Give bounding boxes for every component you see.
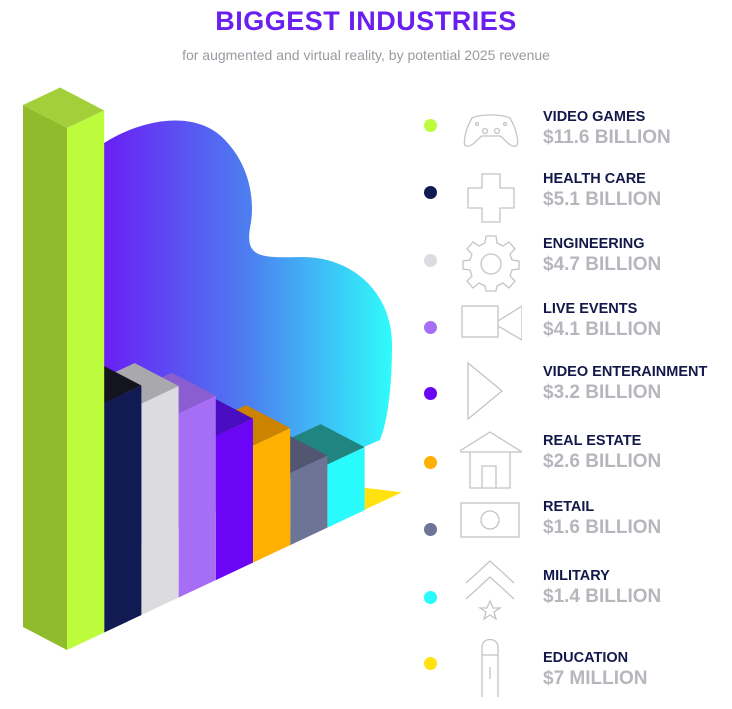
legend-value: $7 MILLION — [543, 668, 648, 689]
legend-label: LIVE EVENTS — [543, 301, 638, 317]
legend-value: $4.7 BILLION — [543, 254, 662, 275]
bar-front — [141, 386, 179, 616]
bar-top — [23, 87, 105, 128]
gamepad-icon — [460, 100, 522, 162]
legend-dot — [424, 387, 437, 400]
legend-label: HEALTH CARE — [543, 171, 646, 187]
bar-front — [290, 455, 328, 546]
bar-military — [283, 424, 365, 528]
legend-label: RETAIL — [543, 499, 595, 515]
chart-subtitle: for augmented and virtual reality, by po… — [182, 47, 550, 63]
bar-front — [215, 418, 253, 581]
bar-front — [253, 428, 291, 563]
legend-label: MILITARY — [543, 568, 610, 584]
banknote-icon — [460, 496, 522, 558]
legend-dot — [424, 657, 437, 670]
military-rank-icon — [460, 559, 522, 621]
legend-dot — [424, 254, 437, 267]
legend-value: $1.6 BILLION — [543, 517, 662, 538]
legend-item-engineering: ENGINEERING $4.7 BILLION — [420, 235, 732, 295]
legend-label: VIDEO GAMES — [543, 109, 646, 125]
chart-title: BIGGEST INDUSTRIES — [215, 6, 517, 36]
bar-front — [178, 395, 216, 598]
legend-value: $4.1 BILLION — [543, 319, 662, 340]
legend-item-health-care: HEALTH CARE $5.1 BILLION — [420, 170, 732, 230]
legend-dot — [424, 119, 437, 132]
bar-front — [327, 447, 365, 528]
bar-side — [23, 105, 67, 650]
legend-value: $1.4 BILLION — [543, 586, 662, 607]
pencil-icon — [460, 635, 522, 705]
bar-top — [283, 424, 365, 465]
gear-icon — [460, 231, 522, 293]
legend-label: ENGINEERING — [543, 236, 645, 252]
legend-label: REAL ESTATE — [543, 433, 642, 449]
legend-item-real-estate: REAL ESTATE $2.6 BILLION — [420, 431, 732, 492]
legend-item-military: MILITARY $1.4 BILLION — [420, 560, 732, 627]
legend-dot — [424, 321, 437, 334]
legend-label: VIDEO ENTERAINMENT — [543, 364, 708, 380]
legend-value: $3.2 BILLION — [543, 382, 662, 403]
bar-top — [364, 487, 402, 510]
legend-value: $2.6 BILLION — [543, 451, 662, 472]
legend-dot — [424, 591, 437, 604]
legend-item-retail: RETAIL $1.6 BILLION — [420, 498, 732, 558]
legend-dot — [424, 456, 437, 469]
bar-education — [364, 487, 402, 510]
legend-item-education: EDUCATION $7 MILLION — [420, 638, 732, 709]
house-icon — [455, 428, 525, 490]
bar-front — [104, 385, 142, 633]
legend-item-live-events: LIVE EVENTS $4.1 BILLION — [420, 300, 732, 360]
video-camera-icon — [460, 296, 523, 358]
legend-label: EDUCATION — [543, 650, 629, 666]
isometric-bar-chart — [23, 87, 402, 651]
legend-dot — [424, 523, 437, 536]
legend-item-video-entertainment: VIDEO ENTERAINMENT $3.2 BILLION — [420, 360, 732, 423]
legend-value: $11.6 BILLION — [543, 127, 671, 148]
bar-front — [67, 110, 105, 651]
play-icon — [460, 360, 522, 422]
medical-cross-icon — [460, 168, 522, 230]
legend-item-video-games: VIDEO GAMES $11.6 BILLION — [420, 108, 732, 168]
legend-value: $5.1 BILLION — [543, 189, 662, 210]
bar-video-games — [23, 87, 105, 651]
legend-dot — [424, 186, 437, 199]
